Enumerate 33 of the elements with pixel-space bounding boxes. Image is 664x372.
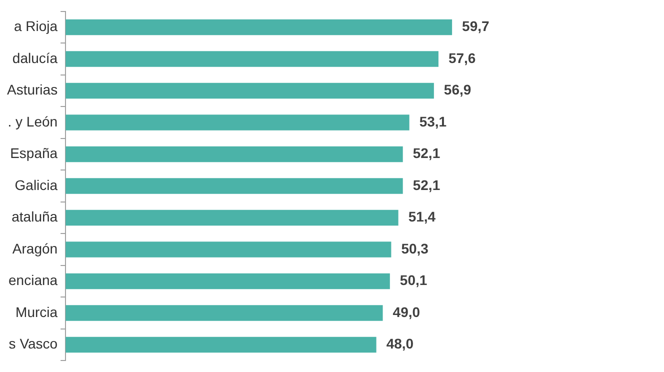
y-tick-label: ataluña [12, 208, 58, 225]
y-tick-label: España [10, 145, 58, 162]
bar [66, 242, 392, 258]
y-tick-label: enciana [8, 272, 58, 288]
y-tick-label: a Rioja [14, 18, 58, 34]
y-tick-label: Galicia [14, 176, 58, 193]
y-tick-label: Asturias [6, 82, 58, 98]
data-label: 53,1 [419, 113, 447, 130]
data-label: 51,4 [408, 208, 436, 225]
bar [66, 114, 410, 130]
bar [66, 273, 390, 290]
y-tick-label: Aragón [12, 240, 58, 256]
data-label: 49,0 [392, 304, 420, 320]
data-label: 50,3 [401, 240, 429, 256]
bar [66, 336, 376, 353]
bar [66, 19, 452, 36]
bar [66, 210, 398, 226]
data-label: 50,1 [400, 272, 428, 288]
bar [66, 51, 438, 67]
data-label: 52,1 [412, 145, 440, 162]
bar [66, 146, 403, 162]
data-label: 56,9 [444, 82, 472, 98]
bar [66, 178, 403, 194]
bar [66, 82, 434, 99]
data-label: 59,7 [462, 18, 490, 34]
bar [66, 305, 383, 321]
y-tick-label: dalucía [12, 50, 58, 66]
y-tick-label: s Vasco [8, 336, 58, 352]
data-label: 48,0 [386, 336, 414, 352]
data-label: 52,1 [412, 176, 440, 193]
y-tick-label: . y León [8, 113, 58, 130]
data-label: 57,6 [448, 50, 476, 66]
y-tick-label: Murcia [16, 304, 58, 320]
